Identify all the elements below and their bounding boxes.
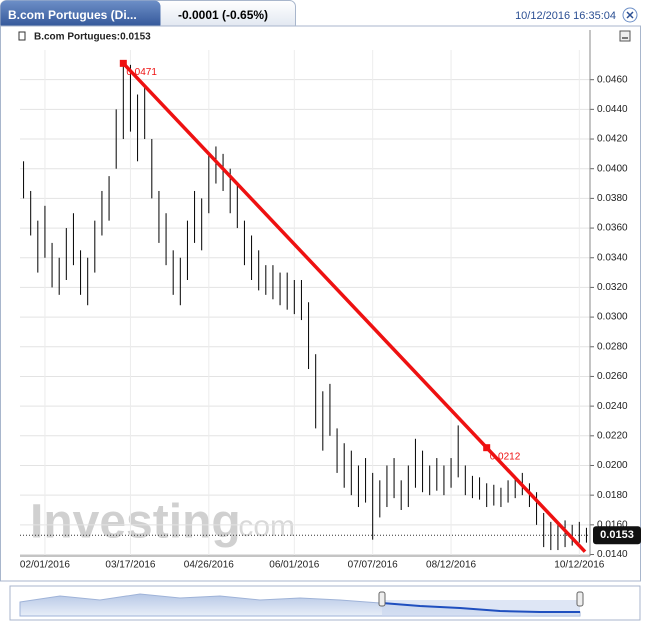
- x-tick-label: 10/12/2016: [554, 560, 604, 571]
- navigator-handle[interactable]: [576, 591, 584, 607]
- y-tick-label: 0.0420: [597, 134, 628, 145]
- x-tick-label: 03/17/2016: [105, 560, 155, 571]
- y-tick-label: 0.0300: [597, 312, 628, 323]
- x-tick-label: 08/12/2016: [426, 560, 476, 571]
- close-icon: [626, 11, 634, 19]
- y-tick-label: 0.0160: [597, 519, 628, 530]
- last-price-tag: [593, 526, 641, 545]
- legend-label: B.com Portugues:0.0153: [34, 32, 151, 43]
- navigator-handle[interactable]: [378, 591, 386, 607]
- y-tick-label: 0.0380: [597, 193, 628, 204]
- y-tick-label: 0.0440: [597, 104, 628, 115]
- x-tick-label: 02/01/2016: [20, 560, 70, 571]
- x-tick-label: 06/01/2016: [269, 560, 319, 571]
- y-tick-label: 0.0360: [597, 223, 628, 234]
- y-tick-label: 0.0180: [597, 490, 628, 501]
- y-tick-label: 0.0240: [597, 401, 628, 412]
- y-tick-label: 0.0340: [597, 252, 628, 263]
- x-tick-label: 07/07/2016: [348, 560, 398, 571]
- chart-frame: [0, 25, 641, 582]
- trend-line: [122, 62, 587, 553]
- y-tick-label: 0.0400: [597, 163, 628, 174]
- price-change: -0.0001 (-0.65%): [178, 8, 268, 22]
- watermark: Investing .com: [30, 496, 295, 549]
- y-tick-label: 0.0140: [597, 549, 628, 560]
- legend-icon: [18, 31, 26, 41]
- y-tick-label: 0.0320: [597, 282, 628, 293]
- last-price-label: 0.0153: [600, 529, 634, 541]
- plot: 0.0140 0.0160 0.0180 0.0200 0.0220 0.0240 0.02…: [20, 30, 641, 571]
- y-tick-label: 0.0220: [597, 430, 628, 441]
- y-tick-label: 0.0280: [597, 341, 628, 352]
- y-tick-label: 0.0460: [597, 74, 628, 85]
- trend-point: [483, 444, 491, 452]
- y-tick-label: 0.0200: [597, 460, 628, 471]
- minimize-button[interactable]: [619, 30, 631, 42]
- watermark-main: Investing: [30, 496, 241, 549]
- title-tab: [0, 0, 161, 31]
- timestamp: 10/12/2016 16:35:04: [515, 10, 616, 22]
- trend-label: 0.0212: [490, 451, 521, 462]
- navigator-line: [381, 602, 580, 613]
- trend-point: [119, 59, 127, 67]
- trend-label: 0.0471: [126, 67, 157, 78]
- chart-title: B.com Portugues (Di...: [8, 8, 137, 22]
- watermark-suffix: .com: [230, 510, 295, 543]
- x-tick-label: 04/26/2016: [184, 560, 234, 571]
- y-tick-label: 0.0260: [597, 371, 628, 382]
- navigator-window[interactable]: [382, 600, 580, 616]
